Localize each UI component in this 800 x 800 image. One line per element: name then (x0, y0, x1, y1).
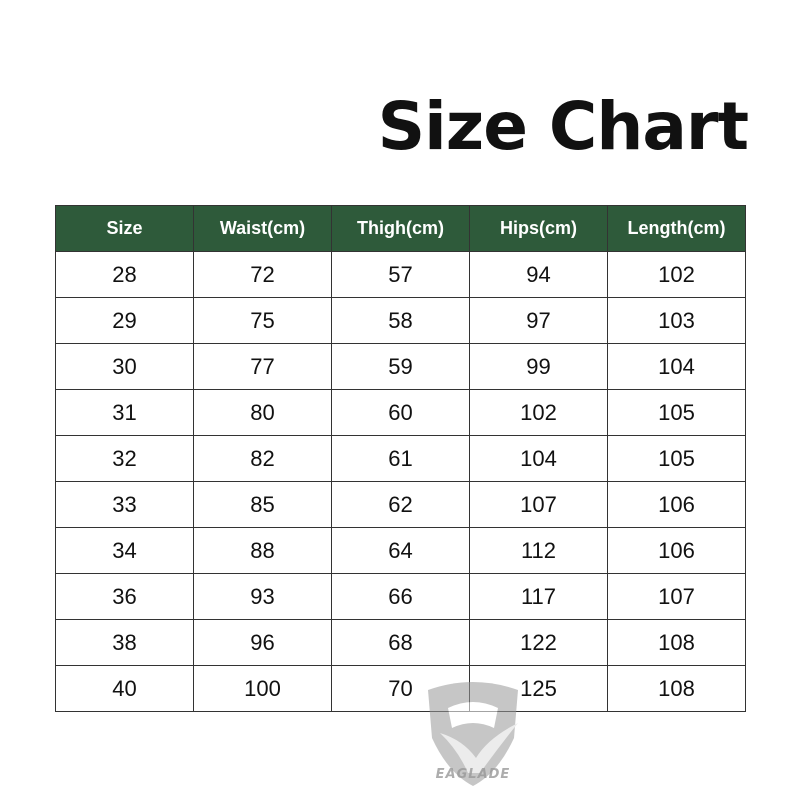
cell-size: 36 (55, 573, 194, 620)
header-waist: Waist(cm) (193, 205, 332, 252)
header-thigh: Thigh(cm) (331, 205, 470, 252)
table-row: 32 82 61 104 105 (55, 435, 746, 482)
cell-thigh: 68 (331, 619, 470, 666)
cell-waist: 100 (193, 665, 332, 712)
cell-length: 104 (607, 343, 746, 390)
cell-waist: 88 (193, 527, 332, 574)
cell-hips: 125 (469, 665, 608, 712)
cell-hips: 122 (469, 619, 608, 666)
cell-hips: 104 (469, 435, 608, 482)
cell-size: 30 (55, 343, 194, 390)
table-row: 34 88 64 112 106 (55, 527, 746, 574)
table-row: 36 93 66 117 107 (55, 573, 746, 620)
cell-size: 38 (55, 619, 194, 666)
cell-thigh: 61 (331, 435, 470, 482)
cell-length: 105 (607, 435, 746, 482)
cell-size: 28 (55, 251, 194, 298)
cell-waist: 75 (193, 297, 332, 344)
cell-waist: 93 (193, 573, 332, 620)
cell-waist: 82 (193, 435, 332, 482)
cell-length: 108 (607, 619, 746, 666)
cell-size: 29 (55, 297, 194, 344)
table-row: 38 96 68 122 108 (55, 619, 746, 666)
cell-hips: 107 (469, 481, 608, 528)
watermark-text: EAGLADE (435, 767, 511, 782)
cell-length: 105 (607, 389, 746, 436)
cell-waist: 72 (193, 251, 332, 298)
cell-thigh: 64 (331, 527, 470, 574)
cell-waist: 80 (193, 389, 332, 436)
cell-length: 108 (607, 665, 746, 712)
header-hips: Hips(cm) (469, 205, 608, 252)
cell-length: 107 (607, 573, 746, 620)
cell-size: 40 (55, 665, 194, 712)
cell-thigh: 60 (331, 389, 470, 436)
cell-size: 34 (55, 527, 194, 574)
cell-thigh: 57 (331, 251, 470, 298)
table-header-row: Size Waist(cm) Thigh(cm) Hips(cm) Length… (55, 205, 746, 252)
table-row: 28 72 57 94 102 (55, 251, 746, 298)
cell-hips: 94 (469, 251, 608, 298)
header-length: Length(cm) (607, 205, 746, 252)
cell-thigh: 59 (331, 343, 470, 390)
cell-thigh: 66 (331, 573, 470, 620)
cell-size: 32 (55, 435, 194, 482)
cell-length: 102 (607, 251, 746, 298)
cell-length: 103 (607, 297, 746, 344)
table-row: 31 80 60 102 105 (55, 389, 746, 436)
cell-waist: 96 (193, 619, 332, 666)
table-row: 33 85 62 107 106 (55, 481, 746, 528)
cell-size: 33 (55, 481, 194, 528)
cell-hips: 99 (469, 343, 608, 390)
cell-hips: 102 (469, 389, 608, 436)
cell-thigh: 58 (331, 297, 470, 344)
cell-hips: 112 (469, 527, 608, 574)
eagle-shield-logo-icon (428, 682, 518, 786)
cell-waist: 85 (193, 481, 332, 528)
cell-length: 106 (607, 481, 746, 528)
cell-hips: 117 (469, 573, 608, 620)
cell-size: 31 (55, 389, 194, 436)
table-row: 40 100 70 125 108 (55, 665, 746, 712)
cell-waist: 77 (193, 343, 332, 390)
header-size: Size (55, 205, 194, 252)
page-title: Size Chart (377, 88, 749, 165)
cell-thigh: 62 (331, 481, 470, 528)
table-row: 29 75 58 97 103 (55, 297, 746, 344)
size-chart-table: Size Waist(cm) Thigh(cm) Hips(cm) Length… (55, 205, 746, 712)
cell-hips: 97 (469, 297, 608, 344)
table-row: 30 77 59 99 104 (55, 343, 746, 390)
cell-length: 106 (607, 527, 746, 574)
